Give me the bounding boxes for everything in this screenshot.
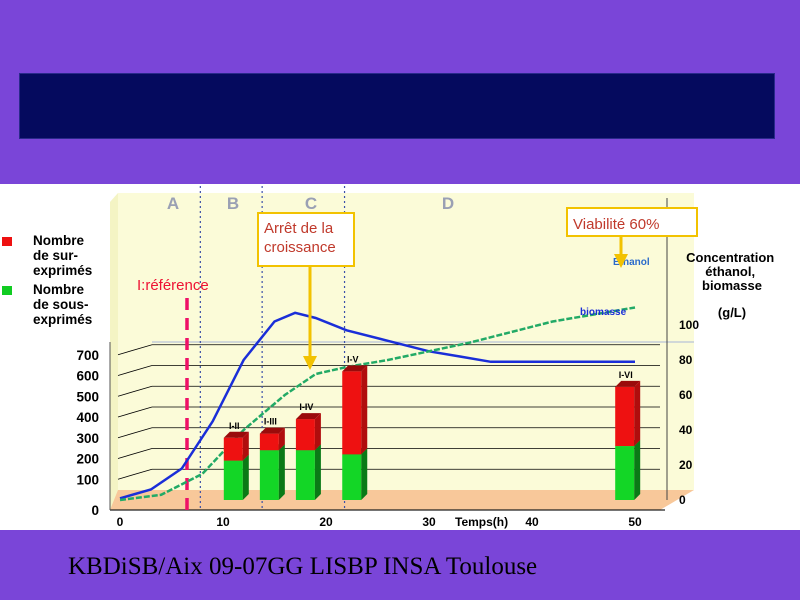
bar-over-front <box>615 386 635 447</box>
y-left-tick-label: 0 <box>91 503 99 518</box>
gridline-perspective <box>117 344 153 356</box>
stacked-bar: I-V <box>342 354 368 500</box>
y-right-tick-label: 80 <box>679 353 693 367</box>
bar-over-side <box>361 365 368 455</box>
legend-label-under: Nombre de sous-exprimés <box>33 282 92 327</box>
y-left-tick-label: 600 <box>76 369 99 384</box>
viability-box <box>566 207 698 237</box>
y-left-tick-label: 400 <box>76 410 99 425</box>
x-tick-labels: 0 10 20 30 40 50 <box>117 515 642 529</box>
viability-label: Viabilité 60% <box>573 216 659 233</box>
legend-swatch-over <box>2 237 12 246</box>
y-left-tick-label: 300 <box>76 431 99 446</box>
floor <box>110 490 694 510</box>
y-left-tick-label: 100 <box>76 472 99 487</box>
x-axis-label: Temps(h) <box>455 515 508 529</box>
stacked-bar: I-VI <box>615 370 641 500</box>
x-tick-label: 0 <box>117 515 124 529</box>
phase-label-b: B <box>227 194 239 213</box>
stacked-bar: I-II <box>223 421 249 500</box>
bar-over-side <box>242 431 249 461</box>
gridline-perspective <box>117 448 153 459</box>
gridline-perspective <box>117 365 153 376</box>
bar-label: I-II <box>229 421 240 431</box>
bar-label: I-IV <box>299 402 313 412</box>
y-right-tick-label: 40 <box>679 423 693 437</box>
gridline-perspective <box>117 385 153 397</box>
y-left-tick-label: 500 <box>76 389 99 404</box>
x-tick-label: 40 <box>525 515 539 529</box>
bar-over-top <box>342 365 368 372</box>
bar-under-front <box>295 450 315 500</box>
y-left-tick-label: 200 <box>76 452 99 467</box>
bar-over-front <box>342 371 362 455</box>
viability-arrow-head <box>614 254 628 268</box>
phase-labels: A B C D <box>167 194 454 213</box>
bar-under-front <box>342 454 362 500</box>
gridline-perspective <box>117 406 153 418</box>
y-right-tick-label: 20 <box>679 458 693 472</box>
reference-label: I:référence <box>137 277 209 294</box>
bar-over-top <box>223 431 249 438</box>
x-tick-label: 50 <box>628 515 642 529</box>
y-right-tick-label: 100 <box>679 318 699 332</box>
biomass-line <box>119 311 635 500</box>
right-axis-unit: (g/L) <box>718 305 746 320</box>
bar-under-side <box>634 440 641 500</box>
bar-over-side <box>314 413 321 451</box>
ethanol-line <box>119 306 636 502</box>
bar-under-front <box>259 450 279 500</box>
bar-group: I-II I-III I-IV I-V I-VI <box>223 354 641 500</box>
phase-label-a: A <box>167 194 179 213</box>
right-axis-title: Concentration éthanol, biomasse <box>686 250 778 293</box>
y-right-tick-label: 0 <box>679 493 686 507</box>
phase-label-d: D <box>442 194 454 213</box>
phase-label-c: C <box>305 194 317 213</box>
bar-under-side <box>242 454 249 500</box>
growth-stop-label: Arrêt de la croissance <box>264 220 337 256</box>
stacked-bar: I-IV <box>295 402 321 500</box>
bar-label: I-VI <box>619 370 633 380</box>
biomass-label: biomasse <box>580 307 627 318</box>
ethanol-label: Ethanol <box>613 257 650 268</box>
x-tick-label: 30 <box>422 515 436 529</box>
bar-over-front <box>223 437 243 461</box>
bar-over-front <box>295 419 315 451</box>
bar-label: I-V <box>347 354 359 364</box>
bar-under-front <box>615 446 635 500</box>
y-right-tick-labels: 0 20 40 60 80 100 <box>679 318 699 507</box>
side-wall <box>110 193 118 510</box>
gridlines <box>117 198 694 500</box>
y-right-tick-label: 60 <box>679 388 693 402</box>
legend-swatch-under <box>2 286 12 295</box>
x-tick-label: 10 <box>216 515 230 529</box>
bar-under-side <box>278 444 285 500</box>
bar-over-side <box>634 380 641 447</box>
bar-over-side <box>278 427 285 451</box>
bar-label: I-III <box>264 417 277 427</box>
bar-over-top <box>295 413 321 420</box>
bar-under-front <box>223 460 243 500</box>
growth-stop-box <box>257 212 355 267</box>
bar-over-front <box>259 433 279 451</box>
bar-under-side <box>314 444 321 500</box>
bar-under-side <box>361 448 368 500</box>
stacked-bar: I-III <box>259 417 285 500</box>
x-tick-label: 20 <box>319 515 333 529</box>
legend-label-over: Nombre de sur-exprimés <box>33 233 92 278</box>
bar-over-top <box>615 380 641 387</box>
gridline-perspective <box>117 427 153 439</box>
gridline-perspective <box>117 468 153 480</box>
y-left-tick-label: 700 <box>76 348 99 363</box>
growth-stop-arrow-head <box>303 356 317 370</box>
y-left-tick-labels: 0 100 200 300 400 500 600 700 <box>76 348 99 518</box>
title-bar <box>19 73 775 139</box>
bar-over-top <box>259 427 285 434</box>
footer-text: KBDiSB/Aix 09-07GG LISBP INSA Toulouse <box>68 553 538 580</box>
